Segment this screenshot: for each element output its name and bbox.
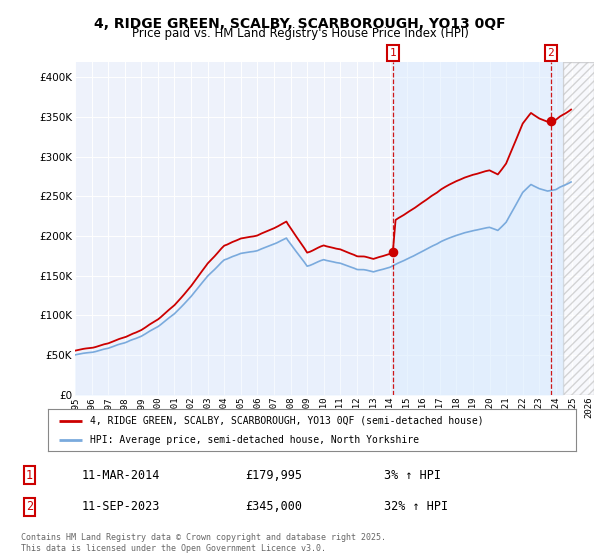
Text: 2: 2 <box>26 501 33 514</box>
Bar <box>563 62 594 395</box>
Text: 1: 1 <box>26 469 33 482</box>
Text: £345,000: £345,000 <box>245 501 302 514</box>
Text: 11-SEP-2023: 11-SEP-2023 <box>82 501 160 514</box>
Text: £179,995: £179,995 <box>245 469 302 482</box>
Text: 4, RIDGE GREEN, SCALBY, SCARBOROUGH, YO13 0QF: 4, RIDGE GREEN, SCALBY, SCARBOROUGH, YO1… <box>94 17 506 31</box>
Point <box>546 116 556 125</box>
Text: 3% ↑ HPI: 3% ↑ HPI <box>385 469 442 482</box>
Text: 11-MAR-2014: 11-MAR-2014 <box>82 469 160 482</box>
Text: 2: 2 <box>547 48 554 58</box>
Text: 4, RIDGE GREEN, SCALBY, SCARBOROUGH, YO13 0QF (semi-detached house): 4, RIDGE GREEN, SCALBY, SCARBOROUGH, YO1… <box>90 416 484 426</box>
Point <box>388 248 398 256</box>
Text: 1: 1 <box>390 48 397 58</box>
Text: 32% ↑ HPI: 32% ↑ HPI <box>385 501 449 514</box>
Text: Price paid vs. HM Land Registry's House Price Index (HPI): Price paid vs. HM Land Registry's House … <box>131 27 469 40</box>
Text: HPI: Average price, semi-detached house, North Yorkshire: HPI: Average price, semi-detached house,… <box>90 435 419 445</box>
Text: Contains HM Land Registry data © Crown copyright and database right 2025.
This d: Contains HM Land Registry data © Crown c… <box>21 533 386 553</box>
Bar <box>393 62 563 395</box>
